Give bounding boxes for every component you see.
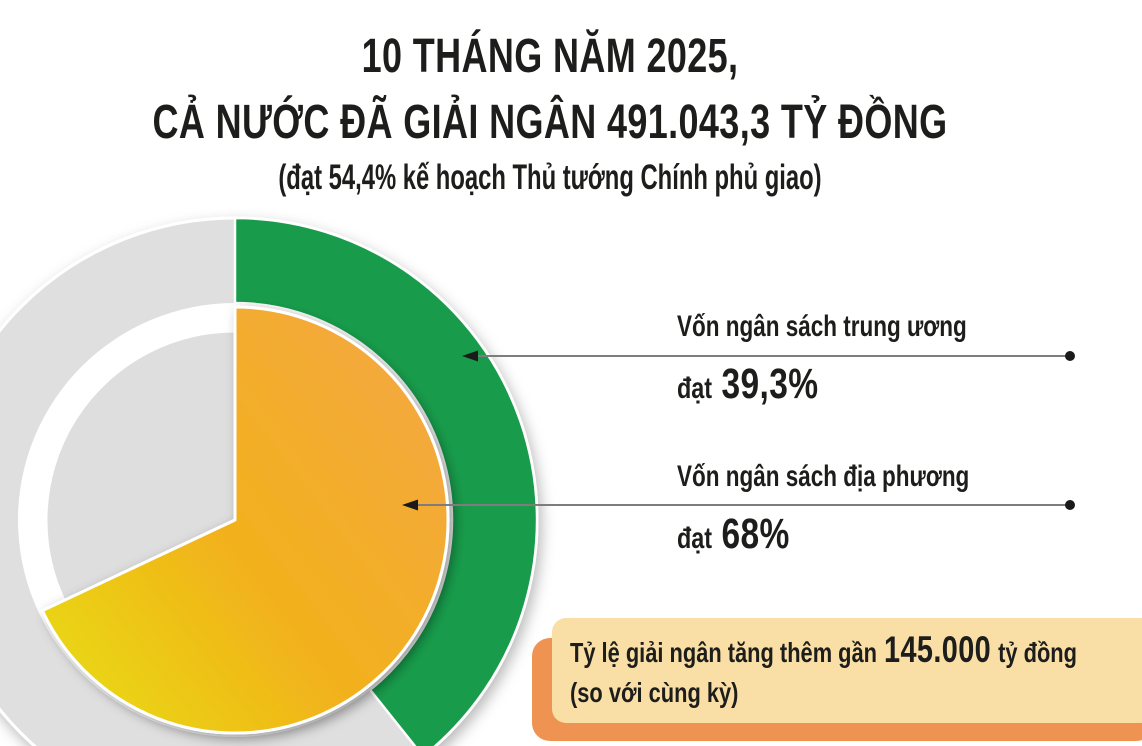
callout-local-budget: Vốn ngân sách địa phương đạt 68% — [677, 458, 1067, 559]
page-title-line1: 10 THÁNG NĂM 2025, — [361, 30, 739, 83]
note-line1: Tỷ lệ giải ngân tăng thêm gần 145.000 tỷ… — [570, 629, 1077, 671]
callout-local-value: 68% — [721, 510, 790, 558]
callout-local-label: Vốn ngân sách địa phương — [677, 460, 970, 493]
note-highlight-value: 145.000 — [884, 629, 992, 670]
title-block: 10 THÁNG NĂM 2025, CẢ NƯỚC ĐÃ GIẢI NGÂN … — [0, 24, 1100, 156]
note-line2: (so với cùng kỳ) — [570, 677, 739, 708]
page-subtitle: (đạt 54,4% kế hoạch Thủ tướng Chính phủ … — [278, 158, 822, 197]
callout-central-budget: Vốn ngân sách trung ương đạt 39,3% — [677, 308, 1063, 409]
callout-connector-2 — [402, 499, 1075, 511]
callout-central-value-row: đạt 39,3% — [677, 360, 978, 409]
callout-local-prefix: đạt — [677, 522, 713, 555]
page-title-line2: CẢ NƯỚC ĐÃ GIẢI NGÂN 491.043,3 TỶ ĐỒNG — [152, 96, 948, 149]
note-text-before: Tỷ lệ giải ngân tăng thêm gần — [570, 637, 878, 668]
note-box: Tỷ lệ giải ngân tăng thêm gần 145.000 tỷ… — [552, 618, 1142, 723]
callout-connector-1 — [462, 350, 1075, 362]
callout-central-value: 39,3% — [721, 360, 819, 408]
note-text-after: tỷ đồng — [998, 637, 1077, 668]
callout-central-label: Vốn ngân sách trung ương — [677, 310, 967, 343]
callout-local-value-row: đạt 68% — [677, 510, 981, 559]
callout-central-prefix: đạt — [677, 372, 713, 405]
